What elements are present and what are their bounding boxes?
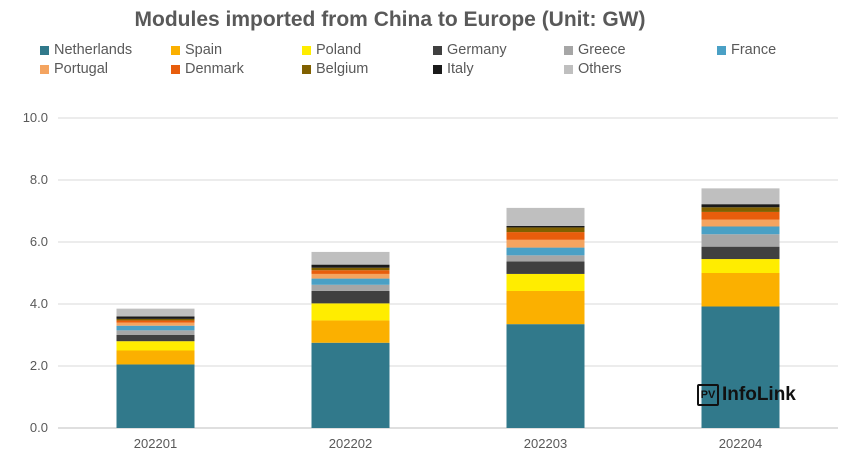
bar-segment (701, 188, 780, 205)
x-tick-label: 202203 (524, 436, 567, 451)
x-tick-label: 202202 (329, 436, 372, 451)
legend-item: France (717, 42, 776, 58)
pv-logo-icon: PV (697, 384, 719, 406)
legend-swatch (40, 64, 49, 74)
bar-segment (116, 330, 195, 335)
bar-segment (701, 219, 780, 227)
legend-swatch (433, 64, 442, 74)
legend-swatch (564, 45, 573, 55)
bar-segment (701, 207, 780, 212)
bar-segment (311, 264, 390, 268)
bar-segment (506, 247, 585, 256)
bar-segment (701, 246, 780, 260)
legend-label: Belgium (316, 61, 369, 77)
y-tick-label: 0.0 (30, 420, 48, 435)
legend-item: Netherlands (40, 42, 132, 58)
bar-segment (506, 239, 585, 248)
legend-item: Belgium (302, 61, 368, 77)
legend-label: France (731, 42, 777, 58)
bar-segment (311, 273, 390, 279)
bar-segment (506, 261, 585, 274)
y-tick-label: 8.0 (30, 172, 48, 187)
x-tick-label: 202204 (719, 436, 762, 451)
bar-segment (116, 316, 195, 319)
bar-segment (701, 234, 780, 247)
bar-segment (506, 273, 585, 291)
legend-item: Germany (433, 42, 507, 58)
bar-segment (116, 322, 195, 326)
legend-item: Poland (302, 42, 361, 58)
logo-text: InfoLink (722, 384, 796, 405)
bar-segment (311, 270, 390, 274)
legend-label: Netherlands (54, 42, 133, 58)
legend-swatch (171, 64, 180, 74)
legend-swatch (40, 45, 49, 55)
legend-label: Denmark (185, 61, 244, 77)
legend-item: Portugal (40, 61, 108, 77)
bar-segment (506, 290, 585, 325)
legend-item: Denmark (171, 61, 244, 77)
bar-segment (311, 320, 390, 343)
bar-segment (116, 341, 195, 351)
bar-segment (116, 325, 195, 331)
legend-swatch (302, 64, 311, 74)
legend-item: Italy (433, 61, 474, 77)
legend-label: Others (578, 61, 622, 77)
legend-label: Spain (185, 42, 223, 58)
y-tick-label: 2.0 (30, 358, 48, 373)
bar-segment (506, 255, 585, 262)
bar-segment (506, 225, 585, 228)
bar-segment (116, 350, 195, 365)
bar-segment (116, 364, 195, 428)
legend-swatch (564, 64, 573, 74)
x-tick-label: 202201 (134, 436, 177, 451)
legend-item: Greece (564, 42, 626, 58)
bar-segment (116, 335, 195, 342)
y-tick-label: 4.0 (30, 296, 48, 311)
bar-segment (311, 251, 390, 265)
legend-item: Spain (171, 42, 222, 58)
legend-swatch (433, 45, 442, 55)
bar-segment (116, 308, 195, 317)
bar-segment (701, 259, 780, 273)
y-tick-label: 6.0 (30, 234, 48, 249)
legend-swatch (171, 45, 180, 55)
bar-segment (311, 278, 390, 285)
bar-segment (506, 207, 585, 226)
bar-segment (116, 320, 195, 323)
legend-swatch (717, 45, 726, 55)
legend-label: Portugal (54, 61, 109, 77)
infolink-logo: PV InfoLink (697, 384, 796, 406)
bar-segment (701, 273, 780, 307)
bar-segment (311, 284, 390, 291)
y-tick-label: 10.0 (23, 110, 48, 125)
legend-label: Italy (447, 61, 474, 77)
bar-segment (506, 324, 585, 428)
legend-label: Germany (447, 42, 507, 58)
legend-label: Greece (578, 42, 626, 58)
legend-label: Poland (316, 42, 362, 58)
chart-title: Modules imported from China to Europe (U… (134, 8, 646, 31)
legend-item: Others (564, 61, 622, 77)
bar-segment (311, 342, 390, 428)
bar-segment (506, 227, 585, 233)
bar-segment (701, 306, 780, 428)
bar-segment (116, 318, 195, 321)
bar-segment (311, 303, 390, 321)
bar-segment (311, 267, 390, 271)
bar-segment (701, 211, 780, 220)
bar-segment (311, 290, 390, 304)
bar-segment (701, 226, 780, 235)
bar-segment (506, 232, 585, 240)
legend-swatch (302, 45, 311, 55)
bar-segment (701, 204, 780, 208)
